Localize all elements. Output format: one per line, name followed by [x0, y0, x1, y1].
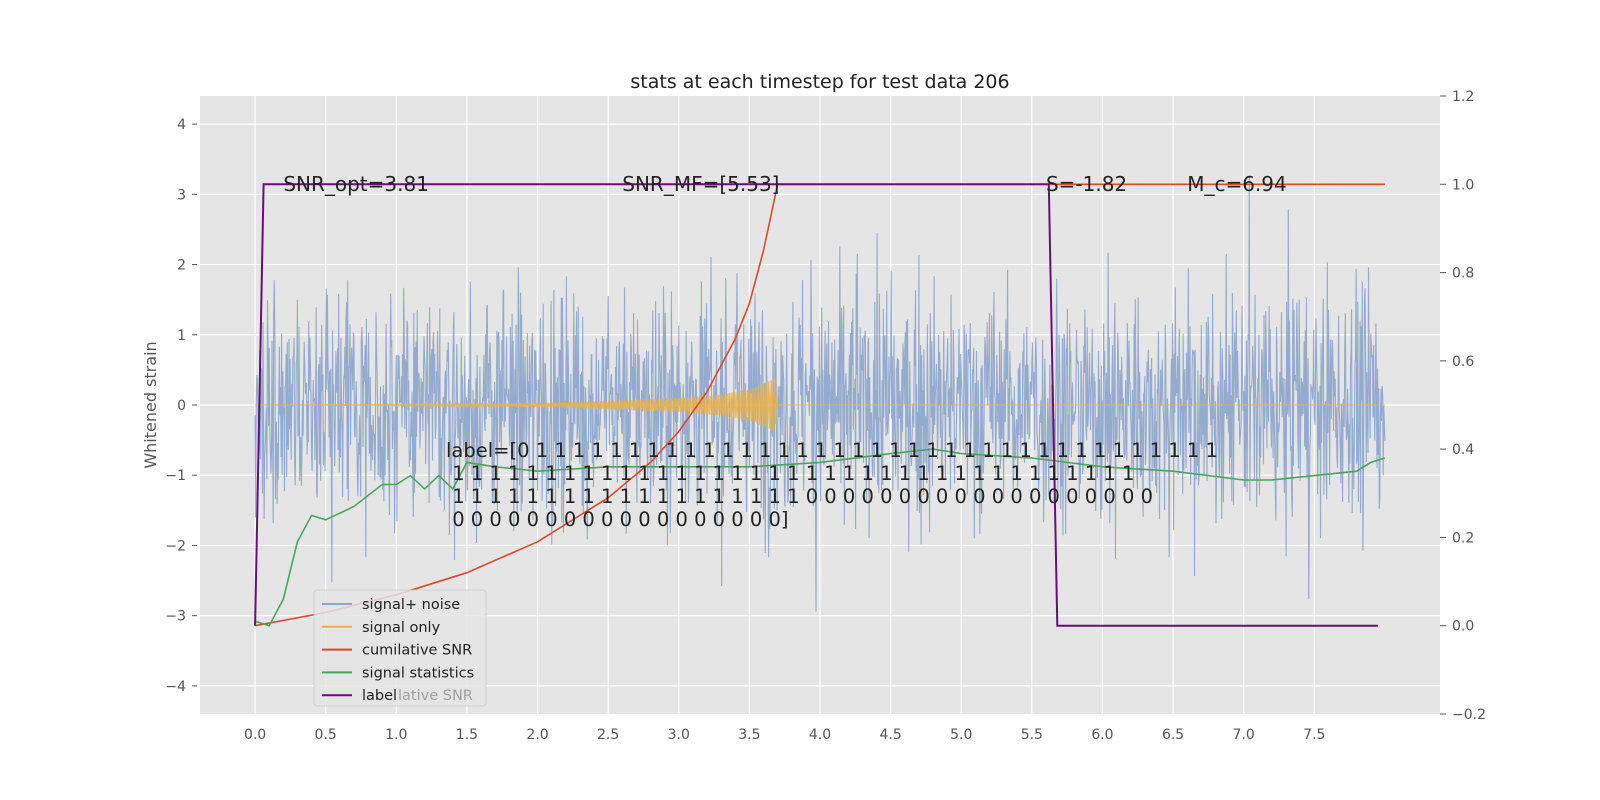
x-tick-label: 0.5: [315, 727, 337, 743]
label-array-text: label=[0 1 1 1 1 1 1 1 1 1 1 1 1 1 1 1 1…: [446, 439, 1218, 531]
chart-title: stats at each timestep for test data 206: [630, 71, 1009, 93]
legend: signal+ noise signal only cumilative SNR si…: [313, 589, 487, 707]
y2-tick-label: −0.2: [1452, 707, 1486, 723]
y-tick-label: −1: [165, 468, 186, 484]
x-tick-label: 4.5: [879, 727, 901, 743]
y-tick-label: −4: [165, 679, 186, 695]
y2-tick-label: 0.6: [1452, 354, 1474, 370]
legend-label: signal statistics: [362, 665, 474, 681]
label-array-line: 1 1 1 1 1 1 1 1 1 1 1 1 1 1 1 1 1 1 1 0 …: [446, 485, 1153, 508]
x-tick-label: 2.0: [526, 727, 548, 743]
y-tick-label: 0: [177, 398, 186, 414]
cumulative-snr-line: [254, 183, 1385, 627]
legend-label: label: [362, 688, 397, 704]
x-tick-label: 4.0: [809, 727, 831, 743]
x-tick-label: 6.0: [1091, 727, 1113, 743]
label-array-line: 0 0 0 0 0 0 0 0 0 0 0 0 0 0 0 0 0 0]: [446, 508, 789, 531]
series-layer: [254, 176, 1386, 627]
x-tick-label: 5.5: [1021, 727, 1043, 743]
y2-tick-label: 0.8: [1452, 266, 1474, 282]
x-tick-label: 6.5: [1162, 727, 1184, 743]
label-array-line: 1 1 1 1 1 1 1 1 1 1 1 1 1 1 1 1 1 1 1 1 …: [446, 462, 1134, 485]
y2-axis-ticks: 1.2 1.0 0.8 0.6 0.4 0.2 0.0 −0.2: [1440, 89, 1486, 723]
y-axis-ticks: 4 3 2 1 0 −1 −2 −3 −4: [165, 117, 197, 695]
legend-ghost-text: lative SNR: [398, 688, 473, 704]
y-tick-label: −2: [165, 538, 186, 554]
annotation-text: M_c=6.94: [1187, 172, 1287, 196]
signal-statistics-line: [254, 448, 1386, 627]
y2-tick-label: 1.0: [1452, 177, 1474, 193]
y-tick-label: 1: [177, 328, 186, 344]
signal-only-line: [255, 378, 1385, 432]
y2-tick-label: 1.2: [1452, 89, 1474, 105]
legend-label: cumilative SNR: [362, 643, 472, 659]
annotation-text: SNR_MF=[5.53]: [622, 172, 779, 196]
signal-noise-line: [254, 176, 1386, 612]
annotation-text: S=-1.82: [1046, 172, 1127, 196]
x-tick-label: 1.0: [385, 727, 407, 743]
legend-label: signal only: [362, 620, 441, 636]
y-tick-label: 3: [177, 187, 186, 203]
x-axis-ticks: 0.0 0.5 1.0 1.5 2.0 2.5 3.0 3.5 4.0 4.5 5.0 5.5 6.0 6…: [244, 727, 1325, 743]
label-array-line: label=[0 1 1 1 1 1 1 1 1 1 1 1 1 1 1 1 1…: [446, 439, 1218, 462]
label-line: [254, 183, 1378, 627]
x-tick-label: 3.5: [738, 727, 760, 743]
x-tick-label: 2.5: [597, 727, 619, 743]
y2-tick-label: 0.0: [1452, 619, 1474, 635]
y-axis-label: Whitened strain: [141, 341, 160, 468]
y2-tick-label: 0.2: [1452, 530, 1474, 546]
x-tick-label: 0.0: [244, 727, 266, 743]
x-tick-label: 3.0: [668, 727, 690, 743]
y2-tick-label: 0.4: [1452, 442, 1474, 458]
legend-label: signal+ noise: [362, 597, 460, 613]
x-tick-label: 5.0: [950, 727, 972, 743]
legend-box: [313, 589, 487, 707]
annotation-text: SNR_opt=3.81: [283, 172, 429, 196]
y-tick-label: 4: [177, 117, 186, 133]
annotations: SNR_opt=3.81 SNR_MF=[5.53] S=-1.82 M_c=6.94: [283, 172, 1286, 196]
x-tick-label: 7.0: [1233, 727, 1255, 743]
y-tick-label: 2: [177, 258, 186, 274]
x-tick-label: 1.5: [456, 727, 478, 743]
x-tick-label: 7.5: [1303, 727, 1325, 743]
y-tick-label: −3: [165, 609, 186, 625]
